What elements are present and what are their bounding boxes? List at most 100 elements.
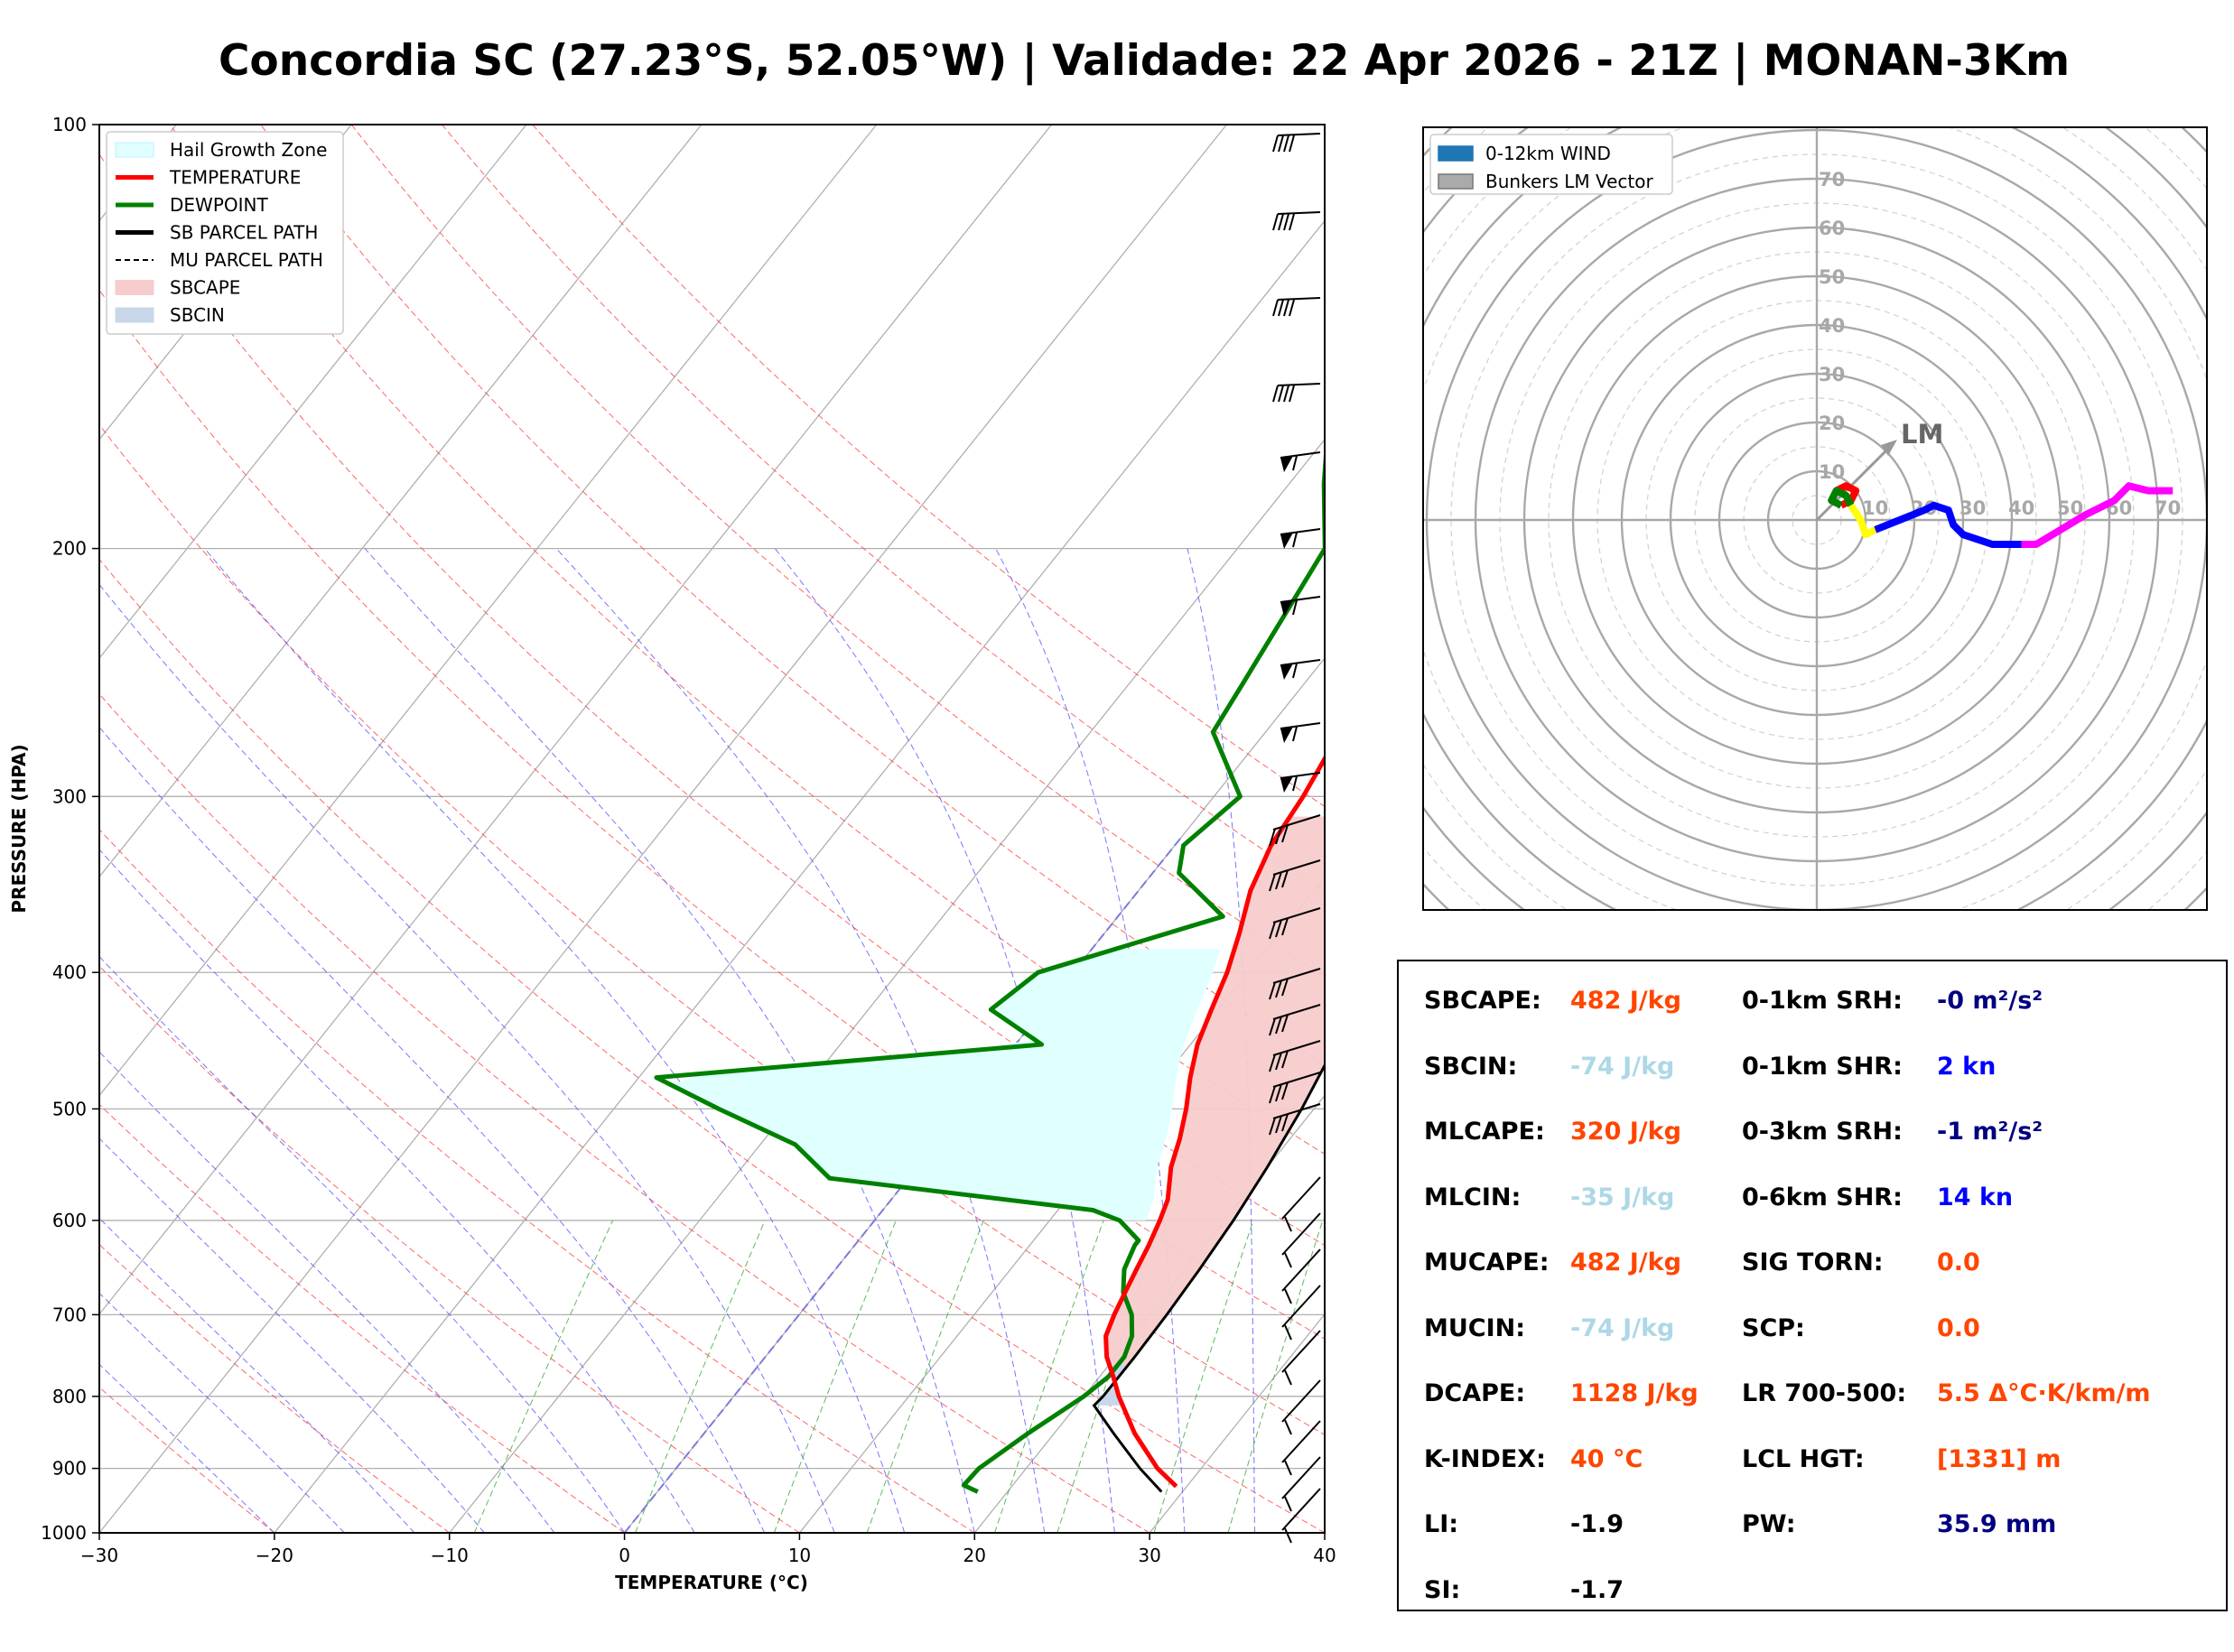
wind-barb-feather xyxy=(1269,1085,1276,1104)
wind-barb-feather xyxy=(1281,1050,1289,1069)
wind-barb-shaft xyxy=(1281,1488,1321,1531)
stat-value: [1331] m xyxy=(1937,1444,2062,1473)
x-tick-label: −30 xyxy=(80,1545,118,1566)
stat-value: 0.0 xyxy=(1937,1248,1980,1276)
x-tick-label: −10 xyxy=(431,1545,469,1566)
moist-adiabat-line xyxy=(99,583,835,1533)
stat-label: LCL HGT: xyxy=(1742,1444,1865,1473)
moist-adiabat-line xyxy=(99,1217,415,1533)
wind-barb-feather xyxy=(1292,726,1298,742)
wind-barb xyxy=(1269,814,1321,847)
x-tick-label: 10 xyxy=(788,1545,811,1566)
wind-barb-feather xyxy=(1284,1419,1292,1435)
stat-value: 482 J/kg xyxy=(1570,1248,1681,1276)
wind-barb-feather xyxy=(1269,1117,1276,1136)
y-tick-label: 200 xyxy=(52,538,87,560)
hodo-wind-segment xyxy=(1828,487,1855,509)
isotherm-line xyxy=(99,125,1227,1533)
wind-barb-feather xyxy=(1269,921,1276,940)
wind-barb-shaft xyxy=(1281,1456,1321,1499)
wind-barb xyxy=(1269,907,1321,940)
hodo-ring-label-h: 30 xyxy=(1959,497,1986,519)
y-tick-label: 800 xyxy=(52,1386,87,1407)
y-axis-label: PRESSURE (HPA) xyxy=(8,744,30,913)
legend-label: SB PARCEL PATH xyxy=(170,222,318,244)
wind-barb xyxy=(1281,1176,1321,1232)
dry-adiabat-line xyxy=(99,423,1325,1435)
chart-title: Concordia SC (27.23°S, 52.05°W) | Valida… xyxy=(218,36,2071,86)
hodo-ring-label-h: 10 xyxy=(1862,497,1888,519)
hodograph-legend: 0-12km WIND Bunkers LM Vector xyxy=(1429,134,1673,195)
hodo-ring-label-v: 40 xyxy=(1819,315,1845,337)
stat-label: 0-6km SHR: xyxy=(1742,1183,1903,1211)
mixing-ratio-line xyxy=(773,1220,897,1533)
legend-swatch xyxy=(1438,173,1474,190)
wind-barb xyxy=(1280,451,1321,472)
stat-label: LI: xyxy=(1424,1510,1459,1538)
legend-label: TEMPERATURE xyxy=(169,167,301,189)
wind-barb xyxy=(1280,528,1321,549)
mixing-ratio-line xyxy=(994,1220,1104,1533)
sbcape-area xyxy=(1105,816,1325,1366)
stat-label: SCP: xyxy=(1742,1313,1805,1342)
skew-t-frame xyxy=(98,124,1326,1534)
stat-label: MUCIN: xyxy=(1424,1313,1526,1342)
wind-barb-feather xyxy=(1284,1288,1292,1304)
wind-barb-feather xyxy=(1281,869,1289,888)
wind-barb-feather xyxy=(1269,873,1276,892)
stat-value: -0 m²/s² xyxy=(1937,987,2043,1015)
stat-value: 2 kn xyxy=(1937,1052,1997,1081)
wind-barb xyxy=(1269,859,1321,892)
hodo-ring-label-v: 30 xyxy=(1819,364,1845,385)
wind-barb-feather xyxy=(1275,871,1282,890)
temperature-line xyxy=(1103,754,1325,1489)
moist-adiabat-line xyxy=(1187,548,1255,1533)
wind-barb xyxy=(1280,772,1321,793)
stat-value: 14 kn xyxy=(1937,1183,2014,1211)
wind-barb xyxy=(1281,1248,1321,1304)
isotherm-line xyxy=(274,219,1325,1533)
wind-barb-feather xyxy=(1281,978,1289,997)
wind-barb-feather xyxy=(1278,299,1284,317)
wind-barb-feather xyxy=(1292,663,1298,679)
bunkers-lm-arrowhead xyxy=(1881,440,1897,456)
stat-label: K-INDEX: xyxy=(1424,1444,1546,1473)
wind-barb-feather xyxy=(1278,135,1284,153)
x-axis-label: TEMPERATURE (°C) xyxy=(615,1572,808,1593)
moist-adiabat-line xyxy=(364,548,975,1533)
hodo-ring-label-h: 70 xyxy=(2155,497,2181,519)
wind-barb-feather xyxy=(1284,1527,1292,1544)
stat-label: SBCAPE: xyxy=(1424,987,1541,1015)
wind-barb-feather xyxy=(1269,981,1276,1000)
wind-barb xyxy=(1280,659,1321,680)
wind-barb-feather xyxy=(1278,385,1284,403)
wind-barb-feather xyxy=(1269,1053,1276,1072)
dry-adiabat-line xyxy=(99,693,1150,1533)
wind-barb-feather xyxy=(1292,455,1298,471)
wind-barb-pennant xyxy=(1280,456,1293,472)
bunkers-lm-vector xyxy=(1815,445,1892,522)
stat-label: 0-3km SRH: xyxy=(1742,1118,1903,1146)
stat-value: -1.7 xyxy=(1570,1575,1624,1604)
wind-barb-feather xyxy=(1289,385,1295,403)
wind-barb-feather xyxy=(1289,213,1295,231)
stat-label: SIG TORN: xyxy=(1742,1248,1884,1276)
isotherm-line xyxy=(99,125,878,1097)
dry-adiabat-line xyxy=(169,125,1325,1155)
dry-adiabat-line xyxy=(442,125,1325,892)
stat-label: 0-1km SRH: xyxy=(1742,987,1903,1015)
wind-barb-pennant xyxy=(1280,664,1293,680)
wind-barb xyxy=(1269,1072,1321,1104)
wind-barb-shaft xyxy=(1277,297,1321,301)
stat-label: DCAPE: xyxy=(1424,1379,1526,1407)
legend-swatch xyxy=(1438,145,1474,162)
skew-t-legend: Hail Growth Zone TEMPERATURE DEWPOINT SB PA… xyxy=(106,131,344,335)
isotherm-line xyxy=(99,125,1053,1315)
dry-adiabat-line xyxy=(99,153,1325,1247)
wind-barb xyxy=(1281,1285,1321,1341)
wind-barb-feather xyxy=(1292,532,1298,548)
legend-label: SBCIN xyxy=(170,304,225,326)
moist-adiabat-line xyxy=(99,726,766,1533)
wind-barb-feather xyxy=(1284,1252,1292,1268)
wind-barb-shaft xyxy=(1277,133,1321,136)
